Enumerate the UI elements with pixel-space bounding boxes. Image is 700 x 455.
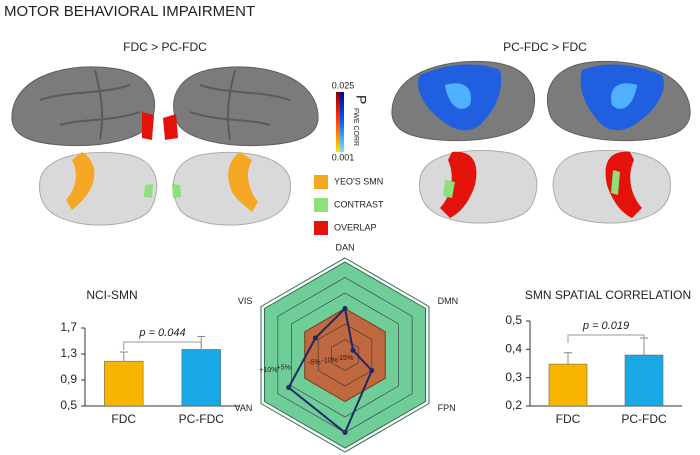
- bar: [181, 349, 221, 407]
- y-tick-label: 0,5: [505, 313, 522, 327]
- legend-label: OVERLAP: [334, 222, 377, 232]
- y-tick-label: 1,3: [60, 346, 77, 360]
- radar-tick-label: -10%: [322, 357, 338, 364]
- figure-title: MOTOR BEHAVIORAL IMPAIRMENT: [4, 3, 255, 20]
- legend-label: CONTRAST: [334, 199, 384, 209]
- radar-point: [312, 335, 318, 341]
- colorbar: [340, 92, 344, 152]
- radar-axis-label: DAN: [335, 242, 354, 252]
- radar-tick-label: -5%: [308, 360, 320, 367]
- legend-swatch: [314, 198, 328, 212]
- radar-point: [286, 385, 292, 391]
- panel-title: PC-FDC > FDC: [503, 40, 587, 54]
- colorbar: [336, 92, 340, 152]
- radar-outer-ring: [260, 257, 430, 453]
- colorbar-max: 0.025: [332, 80, 355, 90]
- radar-point: [342, 430, 348, 435]
- legend-label: YEO'S SMN: [334, 176, 383, 186]
- radar-point: [350, 347, 356, 353]
- colorbar-subscript: FWE CORR: [352, 108, 359, 146]
- radar-point: [369, 368, 375, 373]
- significance-bracket: [567, 334, 645, 343]
- colorbar-label: P: [353, 95, 369, 104]
- bar: [624, 354, 664, 407]
- radar-ring: [291, 292, 399, 418]
- y-tick-label: 0,3: [505, 370, 522, 384]
- annotation: p = 0.044: [138, 327, 185, 339]
- annotation: p = 0.019: [582, 320, 629, 332]
- radar-axis-label: VIS: [238, 296, 253, 306]
- panel-title: FDC > PC-FDC: [123, 40, 207, 54]
- bar: [104, 360, 144, 407]
- legend-swatch: [314, 175, 328, 189]
- x-tick-label: PC-FDC: [621, 412, 667, 426]
- y-tick-label: 0,5: [60, 398, 77, 412]
- radar-axis-label: FPN: [438, 403, 456, 413]
- radar-tick-label: +5%: [277, 365, 291, 372]
- radar-ring: [331, 339, 359, 371]
- x-tick-label: FDC: [111, 412, 136, 426]
- radar-axis-label: DMN: [438, 296, 459, 306]
- x-tick-label: FDC: [556, 412, 581, 426]
- brain-images: [11, 60, 691, 226]
- significance-bracket: [123, 341, 202, 350]
- radar-axis-label: VAN: [234, 403, 252, 413]
- y-tick-label: 0,4: [505, 342, 522, 356]
- chart-title: NCI-SMN: [86, 288, 137, 302]
- radar-negative-zone: [304, 307, 386, 403]
- radar-point: [342, 306, 348, 311]
- radar-tick-label: +10%: [259, 367, 277, 374]
- y-tick-label: 0,9: [60, 372, 77, 386]
- radar-tick-label: -15%: [337, 355, 353, 362]
- radar-ring: [317, 323, 373, 387]
- y-tick-label: 1,7: [60, 320, 77, 334]
- chart-title: SMN SPATIAL CORRELATION: [525, 288, 691, 302]
- x-tick-label: PC-FDC: [179, 412, 225, 426]
- colorbar-min: 0.001: [332, 152, 355, 162]
- legend-swatch: [314, 221, 328, 235]
- y-tick-label: 0,2: [505, 398, 522, 412]
- bar: [548, 363, 588, 407]
